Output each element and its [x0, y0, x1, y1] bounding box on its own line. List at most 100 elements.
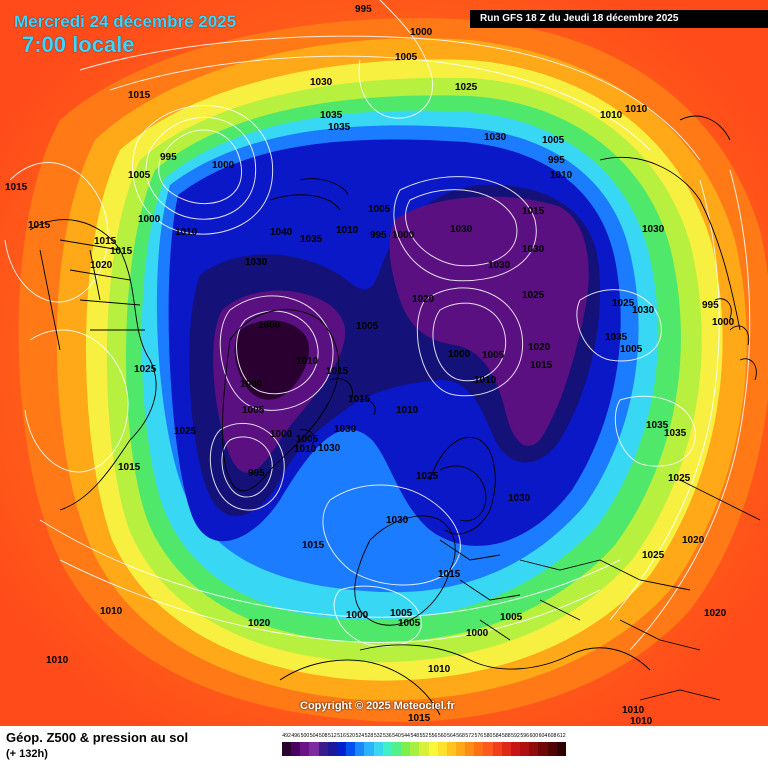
pressure-label: 1000 [212, 160, 235, 171]
legend-swatch [410, 742, 420, 756]
band-purple [213, 196, 589, 473]
legend-label: 536 [382, 733, 392, 739]
legend-label: 512 [328, 733, 337, 739]
pressure-label: 1010 [428, 664, 451, 675]
pressure-label: 995 [702, 300, 719, 311]
pressure-label: 1010 [550, 170, 573, 181]
legend-label: 516 [337, 733, 346, 739]
pressure-label: 1010 [474, 375, 497, 386]
model-run-banner: Run GFS 18 Z du Jeudi 18 décembre 2025 [470, 10, 768, 28]
pressure-label: 1000 [466, 628, 489, 639]
pressure-label: 1035 [300, 234, 323, 245]
forecast-time: 7:00 locale [22, 32, 135, 57]
pressure-label: 1015 [408, 713, 431, 724]
pressure-labels: 995 1000 1005 1015 1030 1035 1035 1025 1… [5, 4, 735, 726]
pressure-label: 1035 [328, 122, 351, 133]
africa-coast [279, 659, 441, 716]
pressure-label: 1005 [390, 608, 413, 619]
pressure-label: 1005 [500, 612, 523, 623]
legend-swatch [373, 742, 383, 756]
legend-swatch [327, 742, 337, 756]
legend-label: 544 [401, 733, 410, 739]
pressure-label: 1015 [302, 540, 325, 551]
pressure-label: 1030 [642, 224, 665, 235]
legend-swatch [538, 742, 548, 756]
pressure-label: 1025 [642, 550, 665, 561]
forecast-lead-time: (+ 132h) [6, 748, 48, 760]
pressure-label: 1015 [118, 462, 141, 473]
pressure-label: 995 [355, 4, 372, 15]
pressure-label: 1020 [90, 260, 113, 271]
pressure-label: 1030 [522, 244, 545, 255]
pressure-label: 1035 [320, 110, 343, 121]
map-title: Géop. Z500 & pression au sol [6, 730, 189, 745]
pressure-label: 1020 [682, 535, 705, 546]
pressure-label: 1030 [488, 260, 511, 271]
legend-swatch [401, 742, 411, 756]
legend-swatch [282, 742, 292, 756]
scandinavia-coast [429, 436, 496, 535]
pressure-label: 1025 [134, 364, 157, 375]
legend-swatch [446, 742, 456, 756]
legend-label: 524 [355, 733, 365, 739]
legend-label: 492 [282, 733, 291, 739]
pressure-label: 1035 [605, 332, 628, 343]
pressure-label: 1005 [356, 321, 379, 332]
legend-swatch [428, 742, 438, 756]
asia-coast [599, 115, 741, 331]
pressure-label: 1030 [245, 257, 268, 268]
pressure-label: 1000 [138, 214, 161, 225]
legend-swatch [556, 742, 566, 756]
legend-label: 548 [410, 733, 420, 739]
pressure-label: 1010 [625, 104, 648, 115]
us-canada-borders [39, 239, 145, 351]
pressure-label: 1000 [448, 349, 471, 360]
pressure-label: 1025 [416, 471, 439, 482]
pressure-label: 1030 [450, 224, 473, 235]
band-dark-purple [234, 320, 310, 400]
legend-swatch [318, 742, 328, 756]
pressure-label: 1000 [258, 320, 281, 331]
pressure-label: 1005 [620, 344, 643, 355]
legend-label: 552 [419, 733, 429, 739]
pressure-label: 1030 [310, 77, 333, 88]
pressure-label: 1015 [326, 366, 349, 377]
legend-label: 608 [547, 733, 557, 739]
pressure-label: 995 [160, 152, 177, 163]
legend-label: 600 [529, 733, 539, 739]
pressure-label: 1020 [528, 342, 551, 353]
pressure-label: 1010 [600, 110, 623, 121]
pressure-label: 1015 [128, 90, 151, 101]
geopotential-bands [18, 18, 768, 722]
pressure-label: 1015 [28, 220, 51, 231]
legend-swatch [355, 742, 365, 756]
pressure-label: 1015 [5, 182, 28, 193]
legend-swatch [474, 742, 484, 756]
legend-label: 520 [346, 733, 355, 739]
legend-swatch [291, 742, 301, 756]
legend-label: 560 [437, 733, 447, 739]
pressure-label: 1010 [175, 227, 198, 238]
pressure-label: 1000 [346, 610, 369, 621]
legend-swatch [419, 742, 429, 756]
pressure-label: 1005 [128, 170, 151, 181]
pressure-label: 1010 [622, 705, 645, 716]
arctic-islands [269, 178, 376, 446]
legend-swatch [465, 742, 475, 756]
pressure-label: 1005 [368, 204, 391, 215]
legend-label: 584 [492, 733, 502, 739]
legend-label: 564 [447, 733, 456, 739]
legend-swatch [455, 742, 466, 756]
legend-swatch [520, 742, 530, 756]
pressure-label: 995 [248, 468, 265, 479]
pressure-label: 1015 [438, 569, 461, 580]
europe-borders [439, 539, 601, 641]
pressure-label: 1015 [110, 246, 133, 257]
pressure-label: 1010 [630, 716, 653, 726]
pressure-label: 1000 [392, 230, 415, 241]
legend-label: 596 [520, 733, 529, 739]
legend-label: 500 [300, 733, 310, 739]
pressure-label: 1025 [455, 82, 478, 93]
forecast-date: Mercredi 24 décembre 2025 [14, 12, 237, 31]
